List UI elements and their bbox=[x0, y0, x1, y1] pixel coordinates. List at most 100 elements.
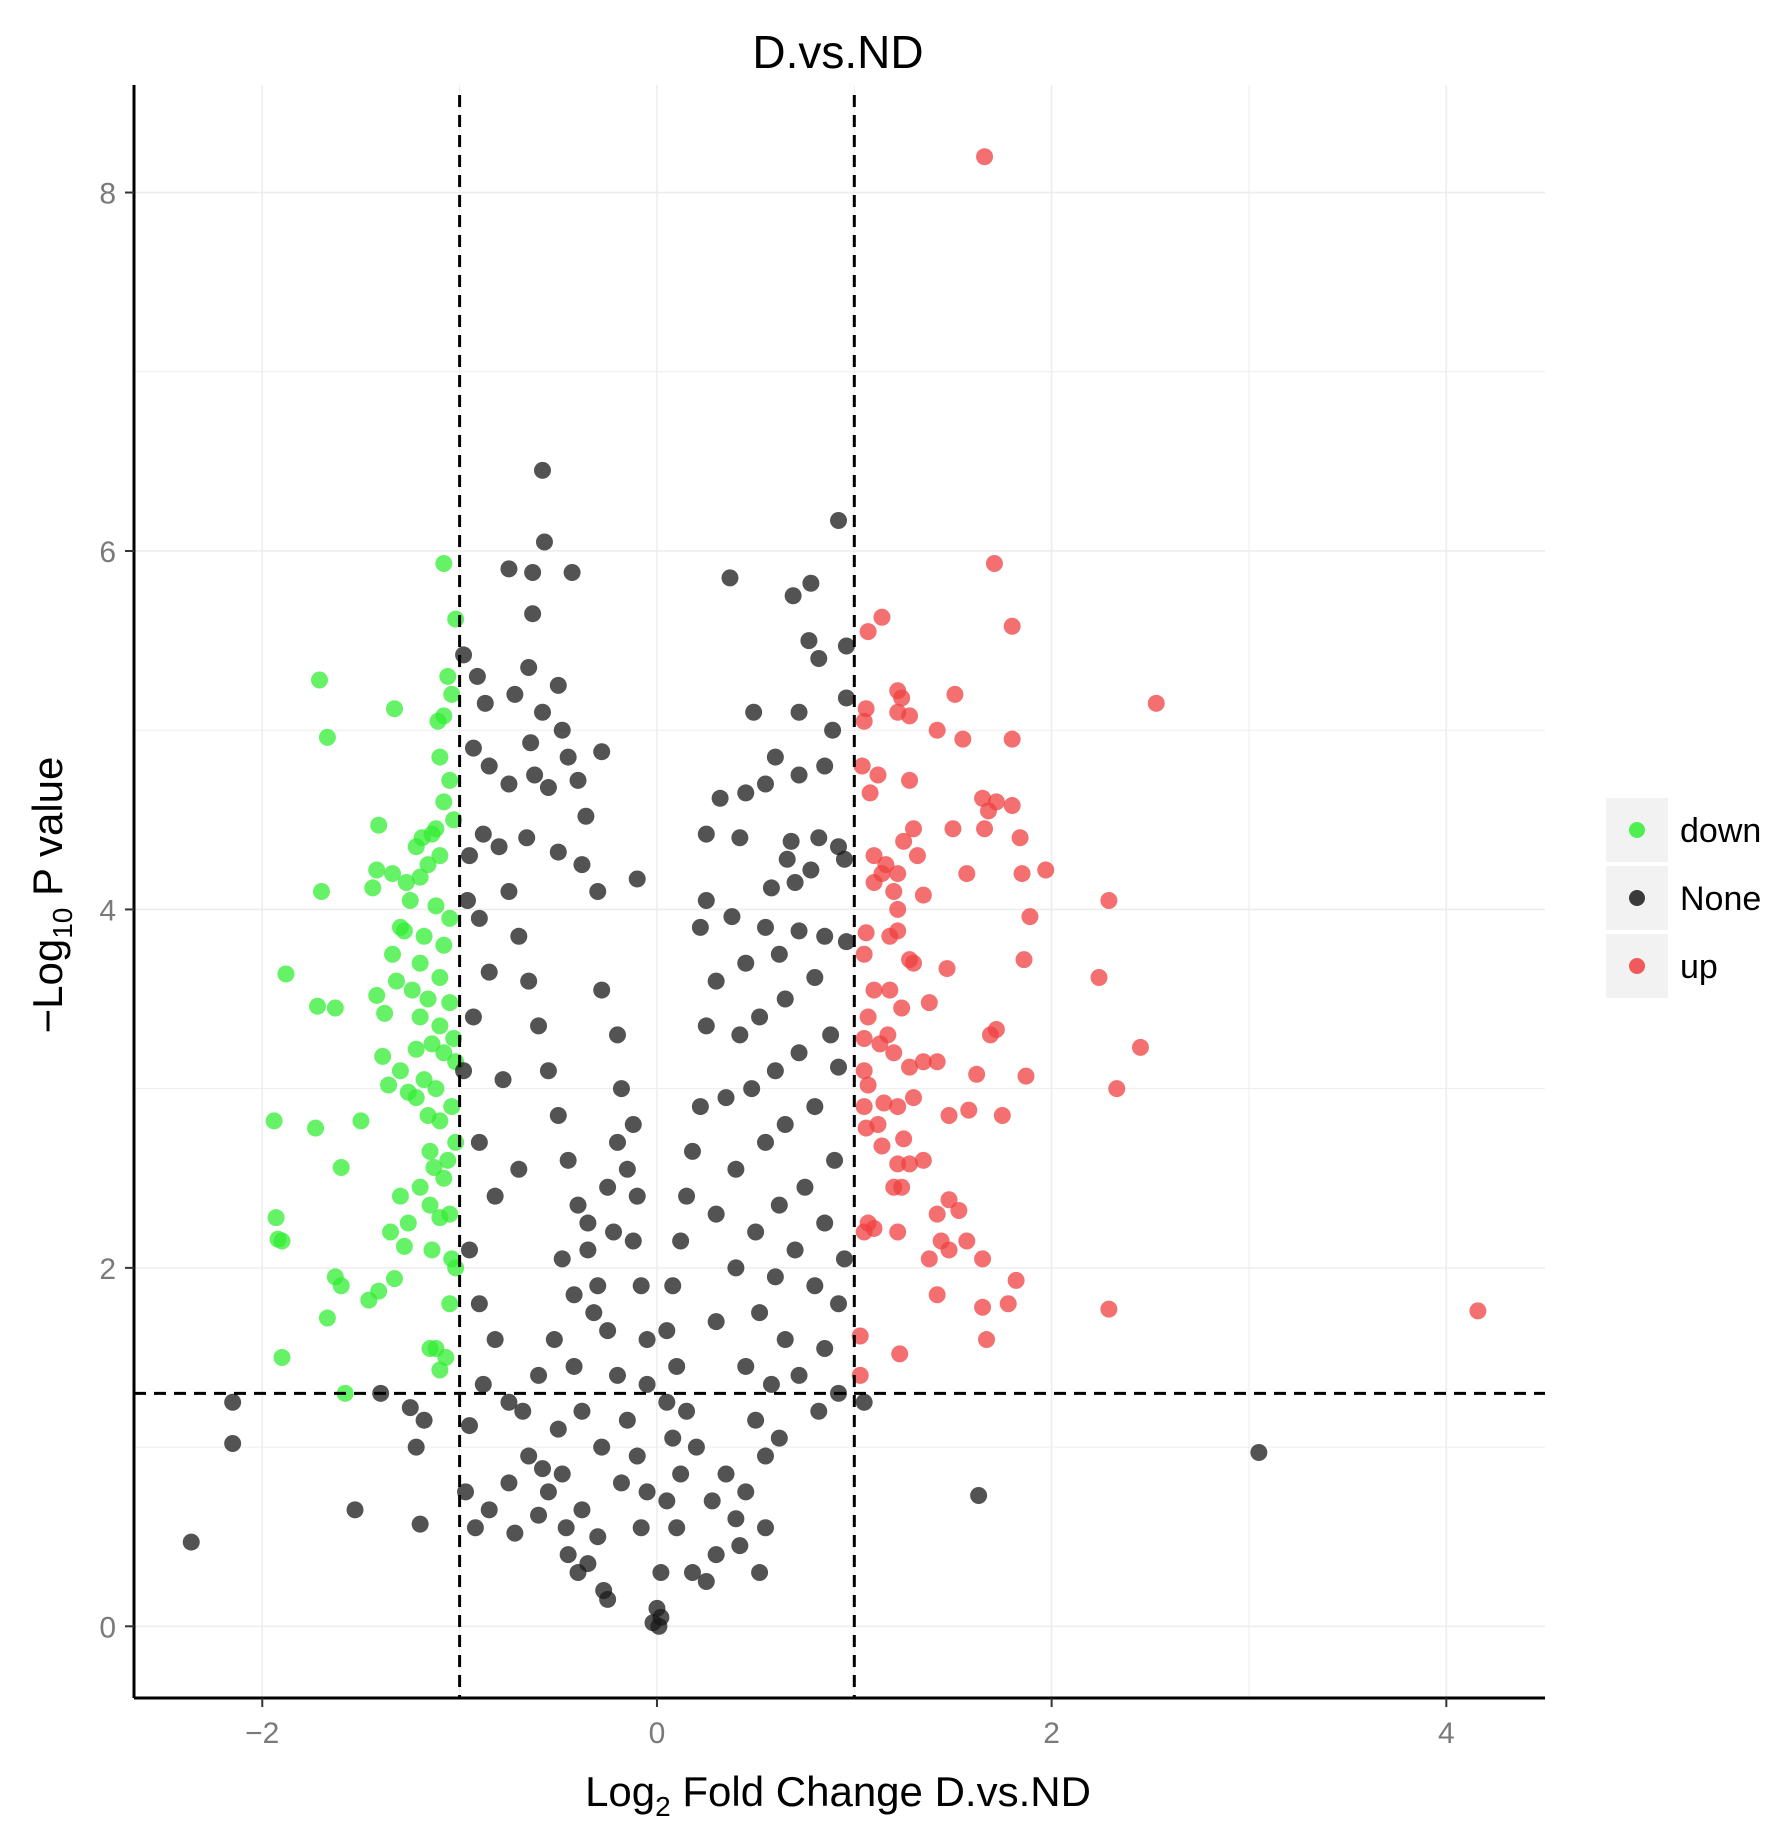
point-none bbox=[559, 1546, 577, 1564]
point-none bbox=[731, 829, 749, 847]
point-none bbox=[476, 694, 494, 712]
point-none bbox=[756, 918, 774, 936]
point-none bbox=[816, 757, 834, 775]
point-none bbox=[816, 1214, 834, 1232]
point-none bbox=[618, 1160, 636, 1178]
point-none bbox=[506, 685, 524, 703]
point-none bbox=[589, 1528, 607, 1546]
point-none bbox=[664, 1429, 682, 1447]
point-down bbox=[447, 1133, 465, 1151]
point-up bbox=[889, 900, 907, 918]
point-none bbox=[224, 1393, 242, 1411]
point-down bbox=[384, 945, 402, 963]
point-none bbox=[796, 1178, 814, 1196]
point-none bbox=[687, 1438, 705, 1456]
point-none bbox=[565, 1286, 583, 1304]
point-up bbox=[1013, 865, 1031, 883]
point-none bbox=[569, 771, 587, 789]
point-none bbox=[756, 1519, 774, 1537]
x-axis-title-prefix: Log bbox=[585, 1768, 655, 1815]
y-tick-label: 8 bbox=[99, 178, 116, 211]
point-none bbox=[524, 563, 542, 581]
point-none bbox=[474, 1375, 492, 1393]
point-up bbox=[978, 1331, 996, 1349]
point-none bbox=[545, 1331, 563, 1349]
point-none bbox=[565, 1357, 583, 1375]
point-down bbox=[439, 1151, 457, 1169]
point-none bbox=[727, 1160, 745, 1178]
point-none bbox=[563, 563, 581, 581]
point-up bbox=[1131, 1038, 1149, 1056]
point-down bbox=[441, 1295, 459, 1313]
point-down bbox=[411, 1008, 429, 1026]
point-down bbox=[429, 712, 447, 730]
point-none bbox=[514, 1402, 532, 1420]
point-down bbox=[421, 1142, 439, 1160]
point-none bbox=[549, 676, 567, 694]
point-none bbox=[577, 807, 595, 825]
point-none bbox=[707, 1546, 725, 1564]
point-none bbox=[500, 1474, 518, 1492]
point-up bbox=[914, 1151, 932, 1169]
point-up bbox=[1108, 1080, 1126, 1098]
point-none bbox=[727, 1510, 745, 1528]
point-none bbox=[500, 775, 518, 793]
point-none bbox=[751, 1564, 769, 1582]
point-up bbox=[1007, 1271, 1025, 1289]
point-up bbox=[940, 1241, 958, 1259]
point-none bbox=[668, 1519, 686, 1537]
ticks: −2 0 2 4 0 2 4 6 8 bbox=[99, 178, 1454, 1750]
point-down bbox=[332, 1159, 350, 1177]
point-down bbox=[443, 1098, 461, 1116]
point-down bbox=[352, 1112, 370, 1130]
point-none bbox=[518, 829, 536, 847]
axes bbox=[132, 85, 1545, 1700]
x-tick-label: −2 bbox=[245, 1717, 279, 1750]
point-none bbox=[835, 1250, 853, 1268]
point-up bbox=[855, 1062, 873, 1080]
point-none bbox=[549, 843, 567, 861]
point-up bbox=[855, 1029, 873, 1047]
point-none bbox=[770, 1429, 788, 1447]
point-down bbox=[441, 771, 459, 789]
point-up bbox=[893, 999, 911, 1017]
point-none bbox=[652, 1564, 670, 1582]
point-none bbox=[658, 1393, 676, 1411]
point-none bbox=[697, 1017, 715, 1035]
point-none bbox=[776, 1115, 794, 1133]
point-down bbox=[401, 891, 419, 909]
point-none bbox=[618, 1411, 636, 1429]
point-down bbox=[431, 1209, 449, 1227]
point-none bbox=[533, 461, 551, 479]
point-none bbox=[224, 1435, 242, 1453]
point-none bbox=[455, 646, 473, 664]
point-down bbox=[441, 909, 459, 927]
legend-label-up: up bbox=[1680, 948, 1718, 986]
point-none bbox=[455, 1062, 473, 1080]
point-none bbox=[747, 1223, 765, 1241]
point-up bbox=[976, 820, 994, 838]
point-none bbox=[770, 1196, 788, 1214]
point-none bbox=[782, 832, 800, 850]
point-none bbox=[970, 1486, 988, 1504]
point-none bbox=[703, 1492, 721, 1510]
point-none bbox=[466, 1519, 484, 1537]
point-none bbox=[589, 1277, 607, 1295]
point-none bbox=[784, 587, 802, 605]
point-down bbox=[368, 986, 386, 1004]
point-down bbox=[435, 936, 453, 954]
data-points bbox=[182, 148, 1487, 1635]
point-none bbox=[790, 703, 808, 721]
point-down bbox=[385, 700, 403, 718]
point-down bbox=[435, 793, 453, 811]
point-up bbox=[920, 994, 938, 1012]
point-none bbox=[573, 1402, 591, 1420]
point-none bbox=[632, 1519, 650, 1537]
point-up bbox=[859, 1008, 877, 1026]
point-none bbox=[810, 829, 828, 847]
point-none bbox=[585, 1304, 603, 1322]
point-none bbox=[599, 1590, 617, 1608]
point-none bbox=[737, 1483, 755, 1501]
point-up bbox=[979, 802, 997, 820]
